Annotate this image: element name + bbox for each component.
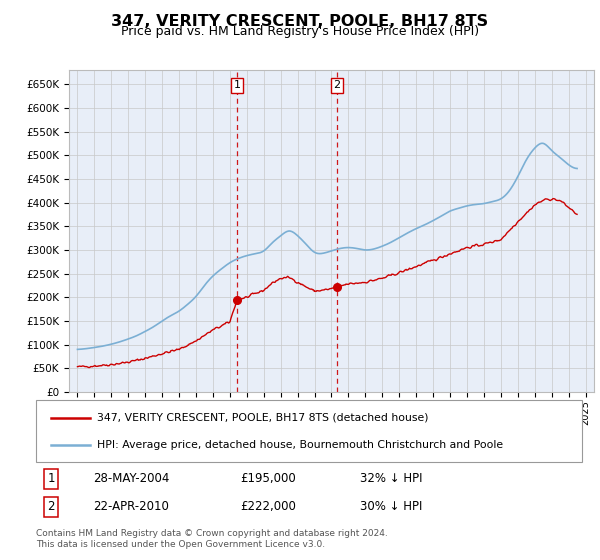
Text: Price paid vs. HM Land Registry's House Price Index (HPI): Price paid vs. HM Land Registry's House … [121,25,479,38]
Text: 1: 1 [47,472,55,486]
Text: Contains HM Land Registry data © Crown copyright and database right 2024.
This d: Contains HM Land Registry data © Crown c… [36,529,388,549]
Text: 30% ↓ HPI: 30% ↓ HPI [360,500,422,514]
Text: HPI: Average price, detached house, Bournemouth Christchurch and Poole: HPI: Average price, detached house, Bour… [97,440,503,450]
Text: 22-APR-2010: 22-APR-2010 [93,500,169,514]
Text: 347, VERITY CRESCENT, POOLE, BH17 8TS (detached house): 347, VERITY CRESCENT, POOLE, BH17 8TS (d… [97,413,428,423]
Text: 28-MAY-2004: 28-MAY-2004 [93,472,169,486]
Text: 2: 2 [333,80,340,90]
Text: 1: 1 [233,80,241,90]
Text: 32% ↓ HPI: 32% ↓ HPI [360,472,422,486]
Text: 2: 2 [47,500,55,514]
Text: 347, VERITY CRESCENT, POOLE, BH17 8TS: 347, VERITY CRESCENT, POOLE, BH17 8TS [112,14,488,29]
Text: £222,000: £222,000 [240,500,296,514]
Text: £195,000: £195,000 [240,472,296,486]
